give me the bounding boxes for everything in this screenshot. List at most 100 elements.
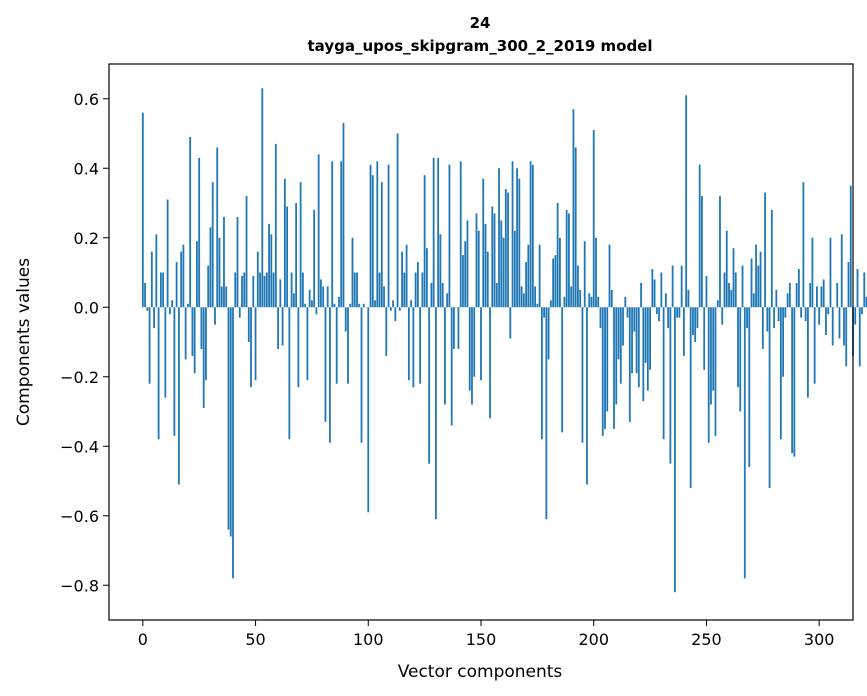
bar-226	[651, 269, 654, 308]
bar-80	[322, 286, 325, 308]
bar-113	[396, 133, 399, 308]
bar-181	[549, 300, 552, 308]
bar-111	[392, 300, 394, 308]
bar-250	[705, 275, 708, 308]
bar-190	[570, 286, 573, 308]
bar-32	[214, 307, 216, 325]
bar-289	[793, 307, 796, 457]
bar-104	[376, 161, 379, 308]
bar-83	[329, 307, 331, 443]
bar-215	[626, 307, 629, 318]
bar-29	[207, 265, 210, 308]
bar-211	[617, 307, 620, 360]
bar-246	[696, 307, 699, 329]
bar-209	[613, 307, 615, 429]
bar-224	[646, 307, 649, 391]
bar-98	[362, 303, 365, 308]
bar-180	[547, 307, 550, 360]
bar-254	[714, 307, 717, 436]
bar-286	[786, 293, 789, 308]
bar-138	[453, 307, 455, 349]
bar-160	[502, 237, 505, 308]
bar-260	[728, 282, 730, 308]
x-axis-ticks: 0 50 100 150 200 250 300	[138, 620, 834, 649]
bar-213	[622, 307, 624, 346]
bar-140	[457, 307, 460, 349]
bar-130	[435, 307, 437, 520]
bar-251	[707, 307, 710, 443]
bar-258	[723, 272, 726, 308]
bar-313	[847, 262, 850, 308]
bar-191	[572, 109, 575, 308]
bar-239	[680, 265, 683, 308]
bar-20	[187, 303, 189, 308]
bar-177	[540, 307, 543, 440]
bar-7	[157, 307, 160, 440]
bar-102	[371, 175, 374, 308]
bar-274	[759, 251, 762, 308]
bar-248	[701, 196, 703, 308]
bar-197	[586, 307, 588, 485]
bar-282	[777, 307, 780, 322]
bar-277	[766, 307, 769, 332]
bar-264	[737, 307, 739, 388]
bar-208	[610, 289, 613, 308]
bar-2	[146, 307, 149, 311]
bar-272	[755, 244, 757, 308]
bar-304	[827, 307, 830, 315]
bar-86	[335, 307, 338, 384]
bar-184	[556, 203, 559, 308]
bar-38	[227, 307, 230, 530]
bar-302	[822, 279, 825, 308]
bar-259	[725, 230, 728, 308]
bar-85	[333, 303, 336, 308]
x-tick-label: 250	[691, 630, 722, 649]
bar-255	[716, 300, 719, 308]
bar-49	[252, 275, 255, 308]
y-axis-ticks: 0.6 0.4 0.2 0.0 −0.2 −0.4 −0.6 −0.8	[60, 90, 109, 595]
bar-115	[401, 251, 403, 308]
bar-311	[843, 307, 845, 346]
bar-92	[349, 303, 352, 308]
bar-16	[177, 307, 180, 485]
bar-155	[491, 206, 494, 308]
bar-170	[525, 262, 527, 308]
bar-200	[592, 130, 595, 308]
bar-229	[658, 307, 661, 322]
bar-48	[250, 307, 252, 388]
bar-219	[635, 307, 638, 374]
bar-198	[588, 293, 591, 308]
bar-62	[281, 307, 284, 346]
bar-206	[606, 307, 609, 412]
bar-182	[552, 258, 555, 308]
bar-263	[734, 272, 737, 308]
bar-163	[509, 307, 512, 339]
bar-87	[338, 296, 340, 308]
bar-276	[764, 192, 766, 308]
bar-100	[367, 307, 370, 513]
bar-35	[220, 286, 223, 308]
chart-title: 24	[470, 14, 491, 32]
bar-61	[279, 279, 282, 308]
bar-150	[480, 307, 482, 381]
y-tick-label: −0.8	[60, 576, 99, 595]
bar-308	[836, 282, 839, 308]
bar-232	[664, 293, 667, 308]
x-tick-label: 50	[245, 630, 265, 649]
bar-222	[642, 307, 645, 402]
bar-233	[667, 307, 670, 329]
bar-296	[809, 282, 812, 308]
bar-55	[265, 272, 268, 308]
bar-303	[825, 307, 827, 336]
bar-158	[498, 168, 500, 308]
bar-67	[292, 293, 295, 308]
bar-305	[829, 237, 832, 308]
bar-17	[180, 251, 183, 308]
bar-54	[263, 275, 266, 308]
bar-14	[173, 307, 176, 436]
bar-110	[389, 307, 392, 311]
bar-247	[698, 164, 701, 308]
bar-144	[466, 220, 469, 308]
bar-287	[788, 282, 791, 308]
bar-145	[468, 307, 471, 391]
